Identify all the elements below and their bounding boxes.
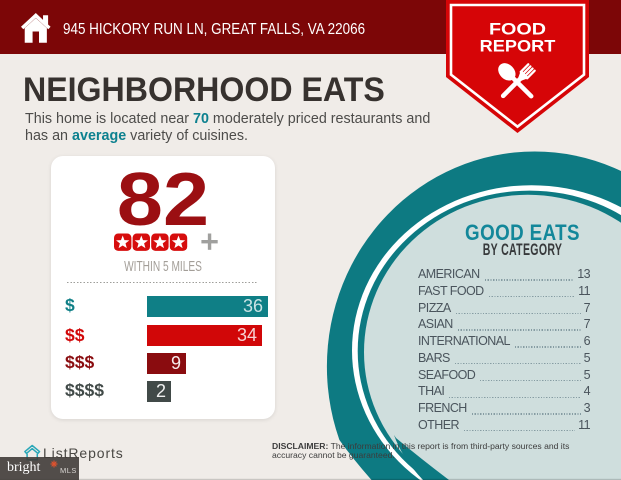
svg-text:REPORT: REPORT (480, 37, 556, 55)
svg-text:FOOD: FOOD (489, 21, 546, 39)
